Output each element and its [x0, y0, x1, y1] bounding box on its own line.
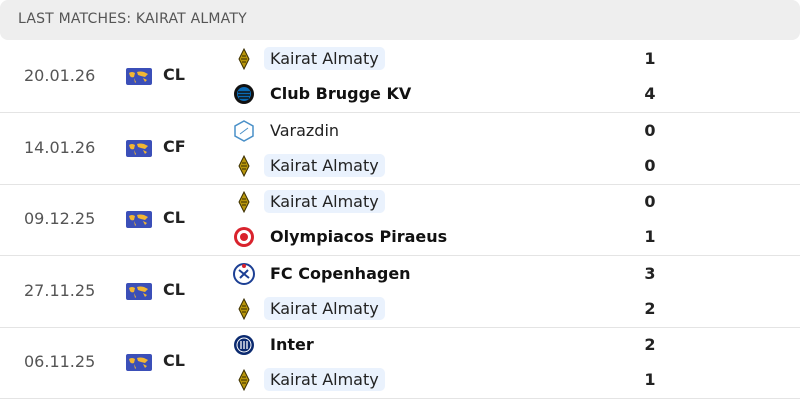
competition-label[interactable]: CL [163, 208, 185, 228]
team-score: 2 [644, 298, 656, 318]
match-date: 09.12.25 [24, 209, 96, 229]
competition-label[interactable]: CL [163, 351, 185, 371]
world-map-icon [126, 354, 152, 372]
team-away: Kairat Almaty 2 [232, 296, 792, 322]
team-home: Kairat Almaty 0 [232, 189, 792, 215]
team-home: Kairat Almaty 1 [232, 46, 792, 72]
match-row[interactable]: 09.12.25 CL Kairat Almaty 0 Olympiacos P… [0, 184, 800, 257]
team-score: 0 [644, 155, 656, 175]
team-away: Club Brugge KV 4 [232, 81, 792, 107]
section-header: LAST MATCHES: KAIRAT ALMATY [0, 0, 800, 40]
match-date: 14.01.26 [24, 137, 96, 157]
match-date: 27.11.25 [24, 280, 96, 300]
team-name[interactable]: Club Brugge KV [270, 84, 412, 103]
world-map-icon [126, 139, 152, 157]
team-score: 3 [644, 263, 656, 283]
match-row[interactable]: 27.11.25 CL FC Copenhagen 3 Kairat Almat… [0, 256, 800, 328]
team-score: 1 [644, 227, 656, 247]
team-name[interactable]: FC Copenhagen [270, 263, 411, 283]
varazdin-logo-icon [232, 119, 256, 142]
match-row[interactable]: 20.01.26 CL Kairat Almaty 1 Club Brugge … [0, 41, 800, 113]
team-name[interactable]: Kairat Almaty [264, 153, 385, 177]
team-away: Kairat Almaty 1 [232, 367, 792, 393]
team-away: Olympiacos Piraeus 1 [232, 224, 792, 250]
kairat-logo-icon [232, 47, 256, 71]
team-name[interactable]: Kairat Almaty [264, 47, 385, 70]
team-name[interactable]: Inter [270, 335, 314, 355]
team-home: Varazdin 0 [232, 118, 792, 144]
team-home: FC Copenhagen 3 [232, 261, 792, 287]
competition-label[interactable]: CL [163, 279, 185, 299]
team-score: 2 [644, 335, 656, 355]
team-score: 0 [644, 192, 656, 212]
world-map-icon [126, 282, 152, 300]
team-name[interactable]: Kairat Almaty [264, 296, 385, 320]
team-score: 1 [644, 49, 656, 68]
kairat-logo-icon [232, 297, 256, 320]
world-map-icon [126, 211, 152, 229]
team-score: 1 [644, 370, 656, 390]
fc-copenhagen-logo-icon [232, 262, 256, 285]
match-row[interactable]: 06.11.25 CL Inter 2 Kairat Almaty 1 [0, 327, 800, 400]
match-row[interactable]: 14.01.26 CF Varazdin 0 Kairat Almaty 0 [0, 113, 800, 185]
team-home: Inter 2 [232, 332, 792, 358]
kairat-logo-icon [232, 154, 256, 177]
team-name[interactable]: Olympiacos Piraeus [270, 227, 448, 247]
competition-label[interactable]: CL [163, 65, 185, 84]
inter-logo-icon [232, 334, 256, 356]
club-brugge-logo-icon [232, 83, 256, 105]
team-name[interactable]: Kairat Almaty [264, 368, 385, 392]
team-name[interactable]: Kairat Almaty [264, 190, 385, 214]
team-away: Kairat Almaty 0 [232, 153, 792, 179]
match-date: 06.11.25 [24, 352, 96, 372]
team-score: 4 [644, 84, 656, 103]
section-title: LAST MATCHES: KAIRAT ALMATY [18, 11, 247, 27]
kairat-logo-icon [232, 369, 256, 392]
olympiacos-logo-icon [232, 226, 256, 248]
competition-label[interactable]: CF [163, 136, 186, 156]
match-date: 20.01.26 [24, 66, 96, 85]
team-score: 0 [644, 120, 656, 140]
kairat-logo-icon [232, 191, 256, 214]
world-map-icon [126, 68, 152, 85]
team-name[interactable]: Varazdin [270, 120, 340, 140]
